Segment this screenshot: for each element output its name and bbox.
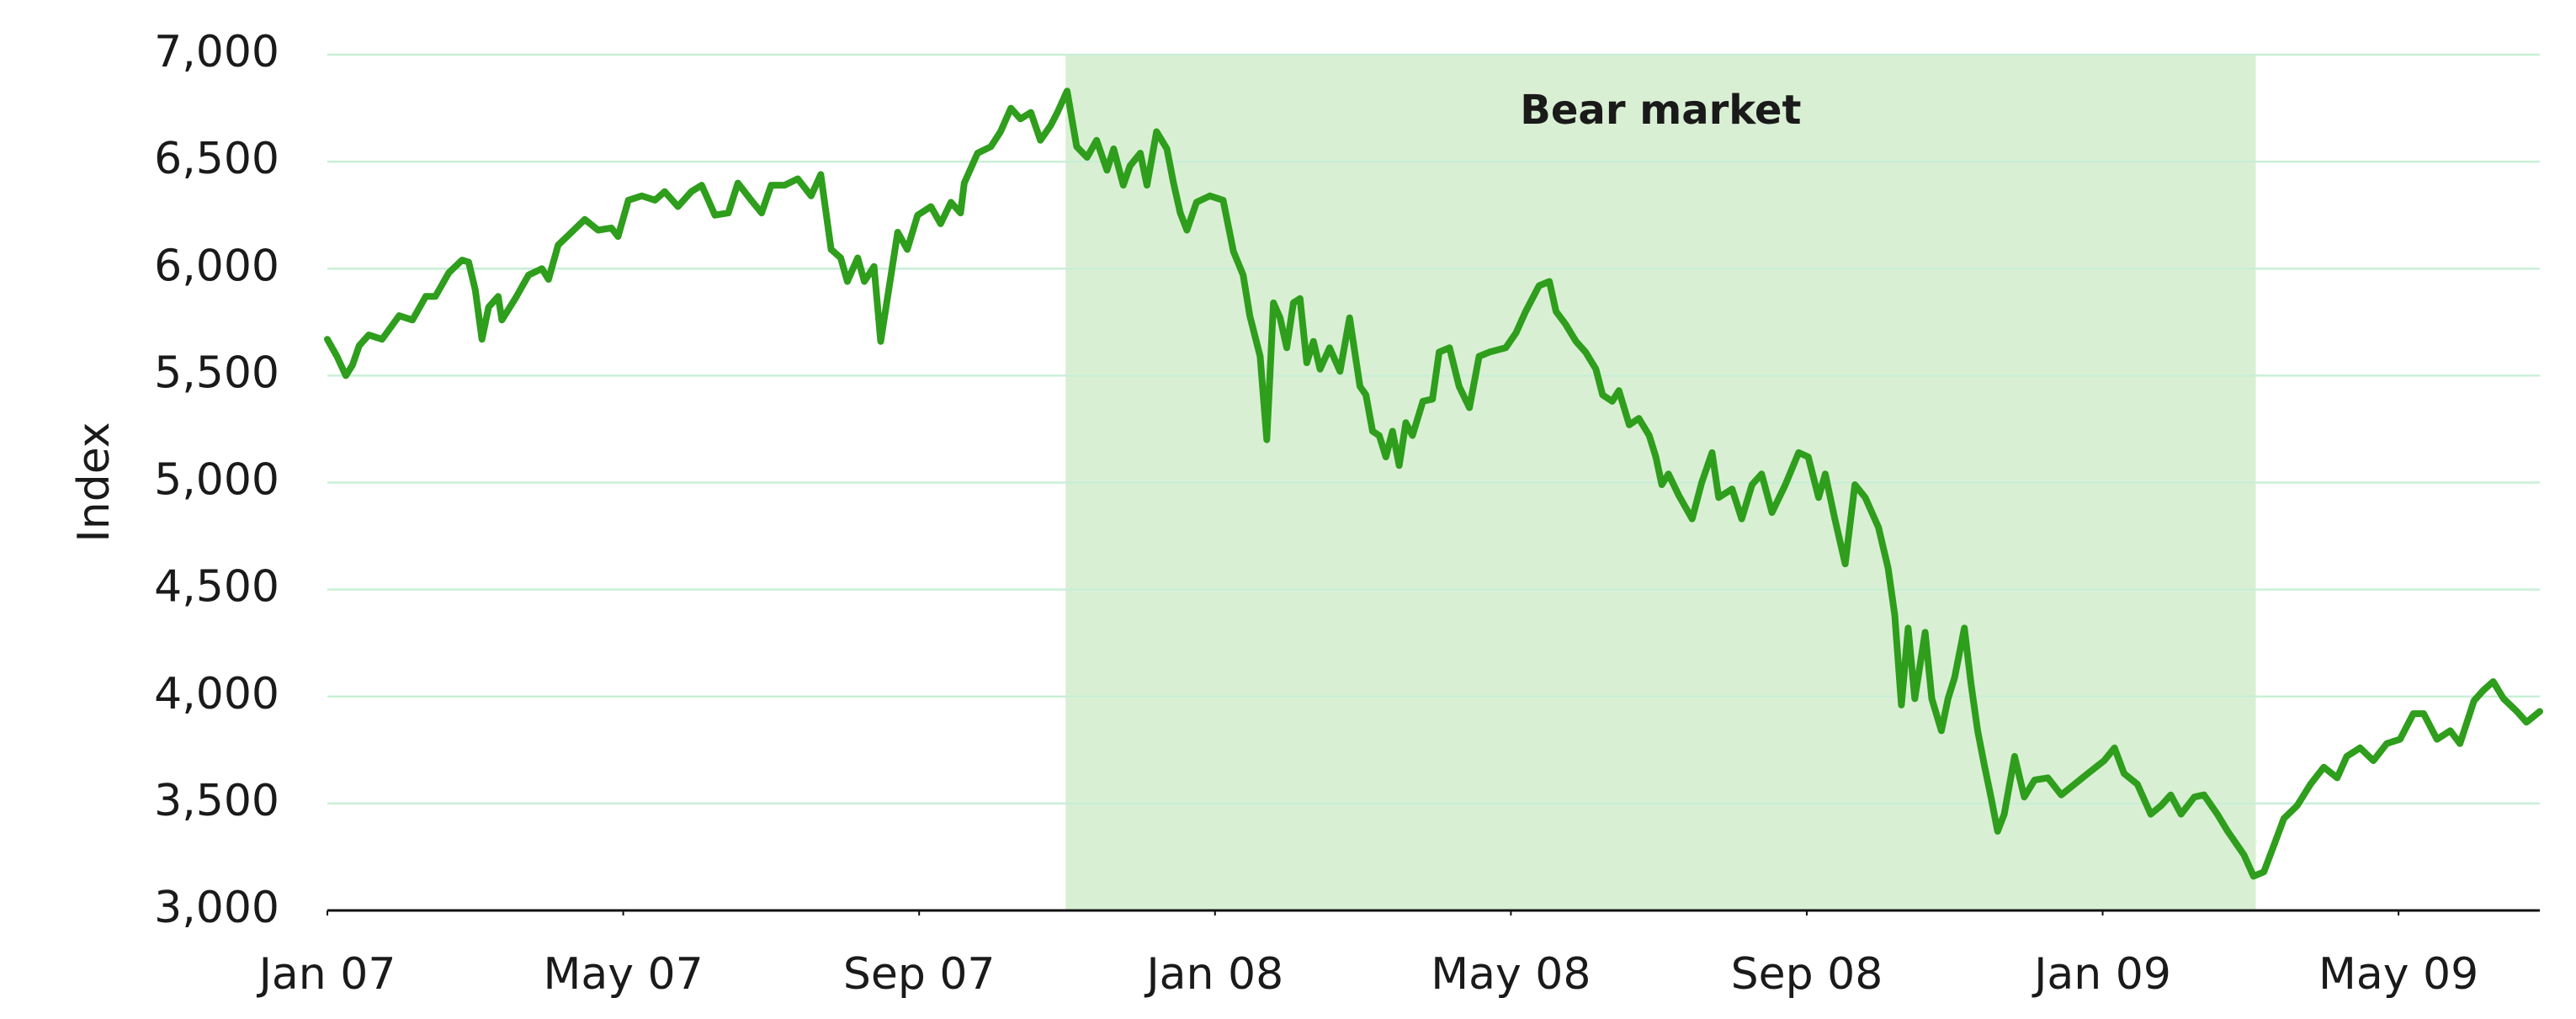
y-tick-label: 5,000 — [154, 455, 279, 506]
x-tick-label: Jan 08 — [1144, 949, 1283, 1000]
y-tick-label: 4,500 — [154, 562, 279, 613]
y-tick-label: 6,000 — [154, 241, 279, 291]
y-axis-label: Index — [69, 422, 120, 542]
y-tick-label: 6,500 — [154, 134, 279, 184]
x-tick-label: May 07 — [543, 949, 703, 1000]
x-tick-label: Jan 09 — [2032, 949, 2171, 1000]
y-tick-label: 4,000 — [154, 669, 279, 719]
x-tick-label: Jan 07 — [257, 949, 396, 1000]
data-line — [324, 88, 2543, 880]
x-tick-label: May 08 — [1431, 949, 1591, 1000]
y-tick-label: 7,000 — [154, 27, 279, 77]
x-tick-label: Sep 08 — [1731, 949, 1883, 1000]
y-tick-label: 3,500 — [154, 776, 279, 826]
x-tick-label: May 09 — [2318, 949, 2478, 1000]
region-label: Bear market — [1520, 87, 1801, 134]
y-tick-label: 3,000 — [154, 883, 279, 933]
y-tick-label: 5,500 — [154, 348, 279, 398]
x-tick-label: Sep 07 — [843, 949, 996, 1000]
